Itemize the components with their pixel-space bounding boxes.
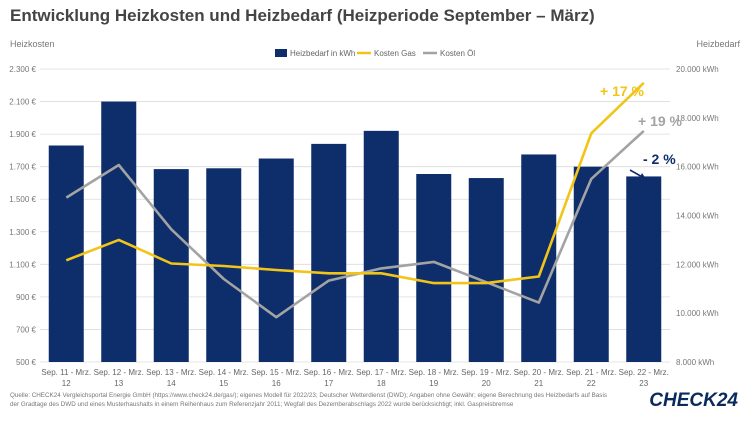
right-axis-ticks: 8.000 kWh 10.000 kWh 12.000 kWh 14.000 kWh 1… bbox=[676, 65, 719, 367]
left-tick-label: 1.300 € bbox=[9, 228, 36, 237]
left-tick-label: 500 € bbox=[16, 358, 37, 367]
x-tick-label: 22 bbox=[587, 379, 596, 388]
right-tick-label: 20.000 kWh bbox=[676, 65, 719, 74]
left-tick-label: 700 € bbox=[16, 325, 37, 334]
legend-label-gas: Kosten Gas bbox=[374, 49, 416, 58]
line-series bbox=[65, 81, 645, 319]
left-tick-label: 2.300 € bbox=[9, 65, 36, 74]
x-tick-label: 20 bbox=[482, 379, 491, 388]
x-tick-label: Sep. 21 - Mrz. bbox=[566, 368, 616, 377]
right-tick-label: 12.000 kWh bbox=[676, 260, 719, 269]
annotation-oil: + 19 % bbox=[638, 113, 683, 129]
bar bbox=[311, 143, 347, 362]
x-tick-label: Sep. 18 - Mrz. bbox=[409, 368, 459, 377]
annotations: + 17 % + 19 % - 2 % bbox=[600, 83, 683, 179]
bar bbox=[521, 154, 557, 362]
right-axis-title: Heizbedarf bbox=[696, 39, 740, 49]
bar bbox=[626, 176, 662, 362]
x-tick-label: 17 bbox=[324, 379, 333, 388]
gridlines bbox=[40, 68, 670, 363]
bar bbox=[153, 169, 189, 362]
x-tick-label: 16 bbox=[272, 379, 281, 388]
annotation-gas: + 17 % bbox=[600, 83, 645, 99]
x-tick-label: Sep. 12 - Mrz. bbox=[94, 368, 144, 377]
x-tick-label: Sep. 22 - Mrz. bbox=[619, 368, 669, 377]
brand-logo: CHECK24 bbox=[649, 390, 738, 411]
chart-title: Entwicklung Heizkosten und Heizbedarf (H… bbox=[10, 6, 595, 25]
x-tick-label: 21 bbox=[534, 379, 543, 388]
right-tick-label: 18.000 kWh bbox=[676, 114, 719, 123]
left-axis-title: Heizkosten bbox=[10, 39, 55, 49]
bar-series bbox=[48, 101, 662, 363]
source-line-1: Quelle: CHECK24 Vergleichsportal Energie… bbox=[10, 392, 607, 399]
right-tick-label: 14.000 kWh bbox=[676, 212, 719, 221]
source-line-2: der Gradtage des DWD und eines Musterhau… bbox=[10, 401, 514, 408]
left-tick-label: 1.500 € bbox=[9, 195, 36, 204]
bar bbox=[363, 130, 399, 362]
x-tick-label: Sep. 20 - Mrz. bbox=[514, 368, 564, 377]
left-tick-label: 1.900 € bbox=[9, 130, 36, 139]
right-tick-label: 8.000 kWh bbox=[676, 358, 714, 367]
legend-label-heizbedarf: Heizbedarf in kWh bbox=[290, 49, 355, 58]
x-tick-label: 15 bbox=[219, 379, 228, 388]
annotation-demand: - 2 % bbox=[643, 151, 676, 167]
x-tick-label: Sep. 15 - Mrz. bbox=[251, 368, 301, 377]
bar bbox=[468, 178, 504, 362]
x-tick-label: Sep. 16 - Mrz. bbox=[304, 368, 354, 377]
legend-swatch-heizbedarf bbox=[275, 49, 287, 57]
left-tick-label: 2.100 € bbox=[9, 98, 36, 107]
x-tick-label: Sep. 11 - Mrz. bbox=[41, 368, 91, 377]
x-tick-label: 14 bbox=[167, 379, 176, 388]
bar bbox=[258, 158, 294, 362]
bar bbox=[573, 166, 609, 362]
x-tick-label: 23 bbox=[639, 379, 648, 388]
x-tick-label: Sep. 19 - Mrz. bbox=[461, 368, 511, 377]
left-tick-label: 1.700 € bbox=[9, 163, 36, 172]
right-tick-label: 10.000 kWh bbox=[676, 309, 719, 318]
x-tick-label: Sep. 13 - Mrz. bbox=[146, 368, 196, 377]
left-axis-ticks: 500 € 700 € 900 € 1.100 € 1.300 € 1.500 € 1.70… bbox=[9, 65, 36, 367]
x-axis-ticks: Sep. 11 - Mrz. 12 Sep. 12 - Mrz. 13 Sep. 13 … bbox=[41, 368, 668, 388]
x-tick-label: Sep. 17 - Mrz. bbox=[356, 368, 406, 377]
bar bbox=[101, 101, 137, 363]
left-tick-label: 1.100 € bbox=[9, 260, 36, 269]
x-tick-label: 13 bbox=[114, 379, 123, 388]
x-tick-label: Sep. 14 - Mrz. bbox=[199, 368, 249, 377]
x-tick-label: 18 bbox=[377, 379, 386, 388]
left-tick-label: 900 € bbox=[16, 293, 37, 302]
legend-label-oil: Kosten Öl bbox=[440, 49, 475, 58]
bar bbox=[48, 145, 84, 362]
bar bbox=[416, 173, 452, 362]
x-tick-label: 19 bbox=[429, 379, 438, 388]
right-tick-label: 16.000 kWh bbox=[676, 163, 719, 172]
legend: Heizbedarf in kWh Kosten Gas Kosten Öl bbox=[275, 49, 475, 58]
x-tick-label: 12 bbox=[62, 379, 71, 388]
gas-cost-line bbox=[65, 81, 645, 285]
annotation-arrow-head bbox=[639, 173, 646, 179]
